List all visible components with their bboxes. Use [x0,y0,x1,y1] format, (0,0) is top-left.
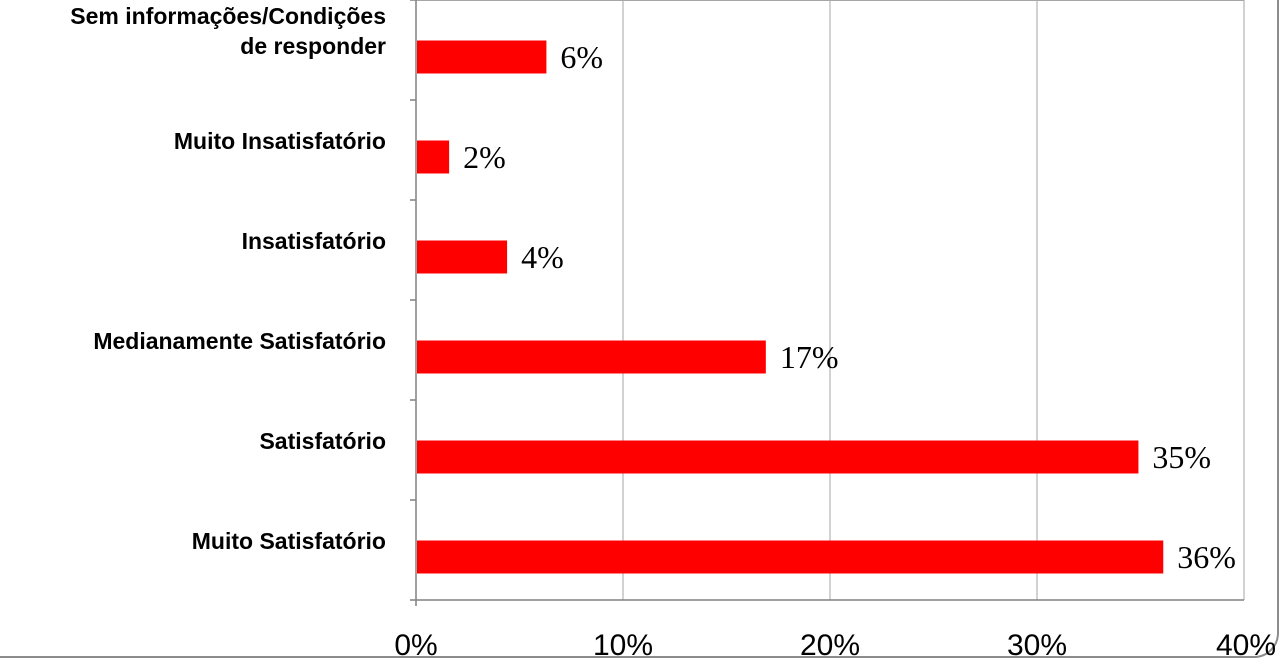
category-label-4: Satisfatório [259,428,386,454]
bar-4 [417,440,1139,474]
category-label-5: Muito Satisfatório [192,528,386,554]
x-tick-label-3: 30% [1007,629,1067,662]
data-label-5: 36% [1177,539,1236,575]
category-label-1: Muito Insatisfatório [174,128,386,154]
data-label-0: 6% [560,39,603,75]
bar-3 [417,340,766,374]
bar-1 [417,140,450,174]
data-label-1: 2% [463,139,506,175]
x-tick-label-4: 40% [1216,629,1276,662]
bar-2 [417,240,508,274]
category-label-3: Medianamente Satisfatório [93,328,386,354]
category-label-2: Insatisfatório [242,228,386,254]
category-label-0-line-1: de responder [240,33,386,59]
x-tick-label-1: 10% [593,629,653,662]
bar-0 [417,40,547,74]
data-label-2: 4% [521,239,564,275]
category-label-0-line-0: Sem informações/Condições [70,3,386,29]
bar-5 [417,540,1164,574]
data-label-4: 35% [1152,439,1211,475]
x-tick-label-2: 20% [800,629,860,662]
x-tick-label-0: 0% [394,629,437,662]
data-label-3: 17% [780,339,839,375]
